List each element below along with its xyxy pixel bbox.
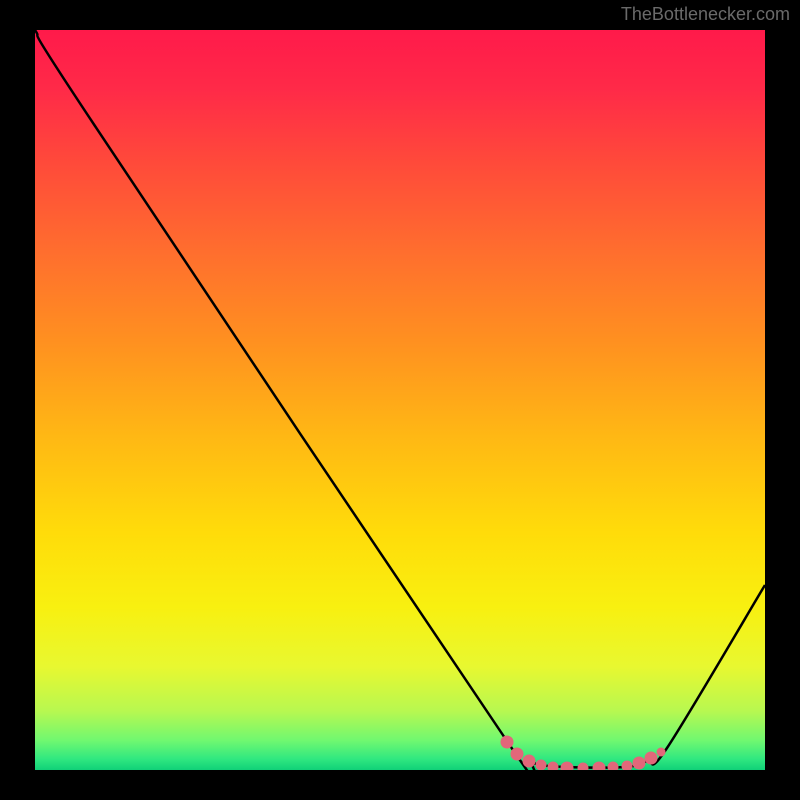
plot-area xyxy=(35,30,765,770)
watermark-text: TheBottlenecker.com xyxy=(621,4,790,25)
chart-container: TheBottlenecker.com xyxy=(0,0,800,800)
bottleneck-chart xyxy=(35,30,765,770)
